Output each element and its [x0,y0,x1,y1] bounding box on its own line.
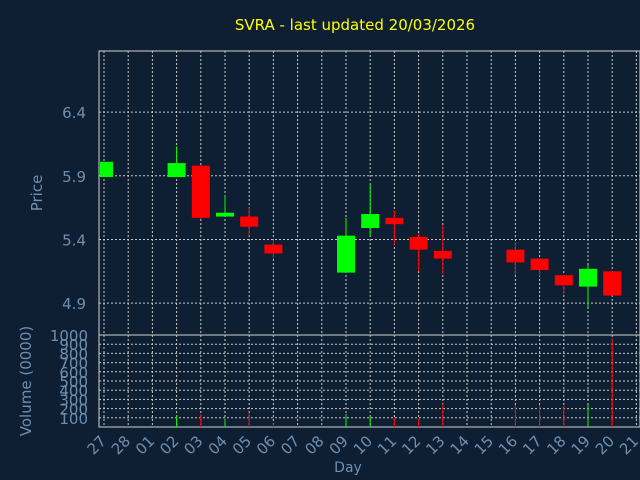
price-tick-label: 4.9 [62,295,86,313]
candle-body [579,268,597,287]
candle-19 [579,264,597,307]
volume-bars [176,338,613,427]
volume-tick-label: 100 [59,410,88,428]
x-tick-label: 06 [253,432,279,458]
candle-17 [530,258,549,277]
price-tick-labels: 4.9 5.4 5.9 6.4 [62,104,86,313]
candle-body [100,161,113,178]
x-tick-label: 01 [132,432,158,458]
candle-20 [603,271,622,296]
candle-body [216,212,234,217]
x-tick-label: 20 [592,432,618,458]
x-tick-label: 27 [84,432,110,458]
x-tick-label: 10 [350,432,376,458]
volume-tick-label: 300 [59,391,88,409]
candle-11 [385,210,404,245]
price-axis-label: Price [28,175,46,212]
x-tick-label: 15 [471,432,497,458]
candle-body [191,165,210,218]
volume-tick-label: 600 [59,364,88,382]
x-tick-label: 05 [229,432,255,458]
candle-body [264,244,283,254]
x-tick-label: 19 [568,432,594,458]
volume-tick-label: 1000 [50,327,88,345]
x-tick-label: 12 [398,432,424,458]
volume-tick-label: 700 [59,355,88,373]
candle-body [167,163,186,178]
volume-tick-label: 900 [59,336,88,354]
candle-12 [409,233,428,272]
x-tick-label: 03 [180,432,206,458]
candles [100,146,622,307]
x-tick-label: 08 [301,432,327,458]
x-tick-label: 17 [519,432,545,458]
candle-05 [240,207,259,236]
candle-02 [167,146,186,178]
x-tick-label: 02 [156,432,182,458]
price-panel [98,50,640,336]
candle-body [603,271,622,296]
candle-06 [264,239,283,259]
x-tick-label: 18 [543,432,569,458]
volume-tick-label: 500 [59,373,88,391]
candle-09 [337,217,355,273]
candle-body [530,258,549,271]
candle-body [361,214,380,229]
candle-body [409,236,428,250]
x-tick-label: 16 [495,432,521,458]
x-tick-label: 13 [422,432,448,458]
x-tick-label: 14 [447,432,473,458]
candle-16 [506,242,525,276]
x-tick-label: 07 [277,432,303,458]
volume-axis-label: Volume (0000) [17,326,35,436]
x-tick-label: 09 [326,432,352,458]
candle-body [433,250,452,259]
price-grid [99,51,640,335]
volume-grid [99,335,640,427]
price-tick-label: 5.4 [62,231,86,249]
x-tick-label: 28 [108,432,134,458]
x-tick-label: 21 [616,432,640,458]
chart-title: SVRA - last updated 20/03/2026 [235,16,475,34]
candle-10 [361,183,380,236]
volume-tick-label: 800 [59,345,88,363]
x-tick-label: 04 [205,432,231,458]
price-tick-label: 5.9 [62,168,86,186]
candle-body [240,216,259,227]
x-axis-label: Day [334,460,362,476]
x-tick-labels: 2728010203040506070809101112131415161718… [84,432,640,458]
candle-body [506,249,525,263]
candle-03 [191,165,210,220]
price-tick-label: 6.4 [62,104,86,122]
candle-27 [100,161,113,178]
candle-18 [554,275,573,295]
candle-body [554,275,573,286]
candle-04 [216,196,234,217]
volume-tick-label: 200 [59,401,88,419]
candle-body [337,235,355,273]
candle-body [385,217,404,225]
x-tick-label: 11 [374,432,400,458]
candle-13 [433,225,452,274]
volume-tick-label: 400 [59,382,88,400]
